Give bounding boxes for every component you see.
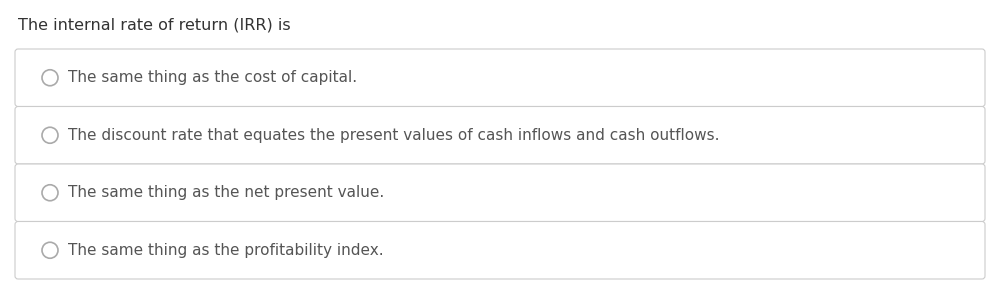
Ellipse shape	[42, 127, 58, 143]
Ellipse shape	[42, 242, 58, 258]
Text: The discount rate that equates the present values of cash inflows and cash outfl: The discount rate that equates the prese…	[68, 128, 720, 143]
FancyBboxPatch shape	[15, 164, 985, 221]
FancyBboxPatch shape	[15, 107, 985, 164]
FancyBboxPatch shape	[15, 49, 985, 107]
FancyBboxPatch shape	[15, 221, 985, 279]
Ellipse shape	[42, 70, 58, 86]
Text: The same thing as the profitability index.: The same thing as the profitability inde…	[68, 243, 384, 258]
Text: The same thing as the net present value.: The same thing as the net present value.	[68, 185, 384, 200]
Text: The same thing as the cost of capital.: The same thing as the cost of capital.	[68, 70, 357, 85]
Text: The internal rate of return (IRR) is: The internal rate of return (IRR) is	[18, 18, 291, 33]
Ellipse shape	[42, 185, 58, 201]
